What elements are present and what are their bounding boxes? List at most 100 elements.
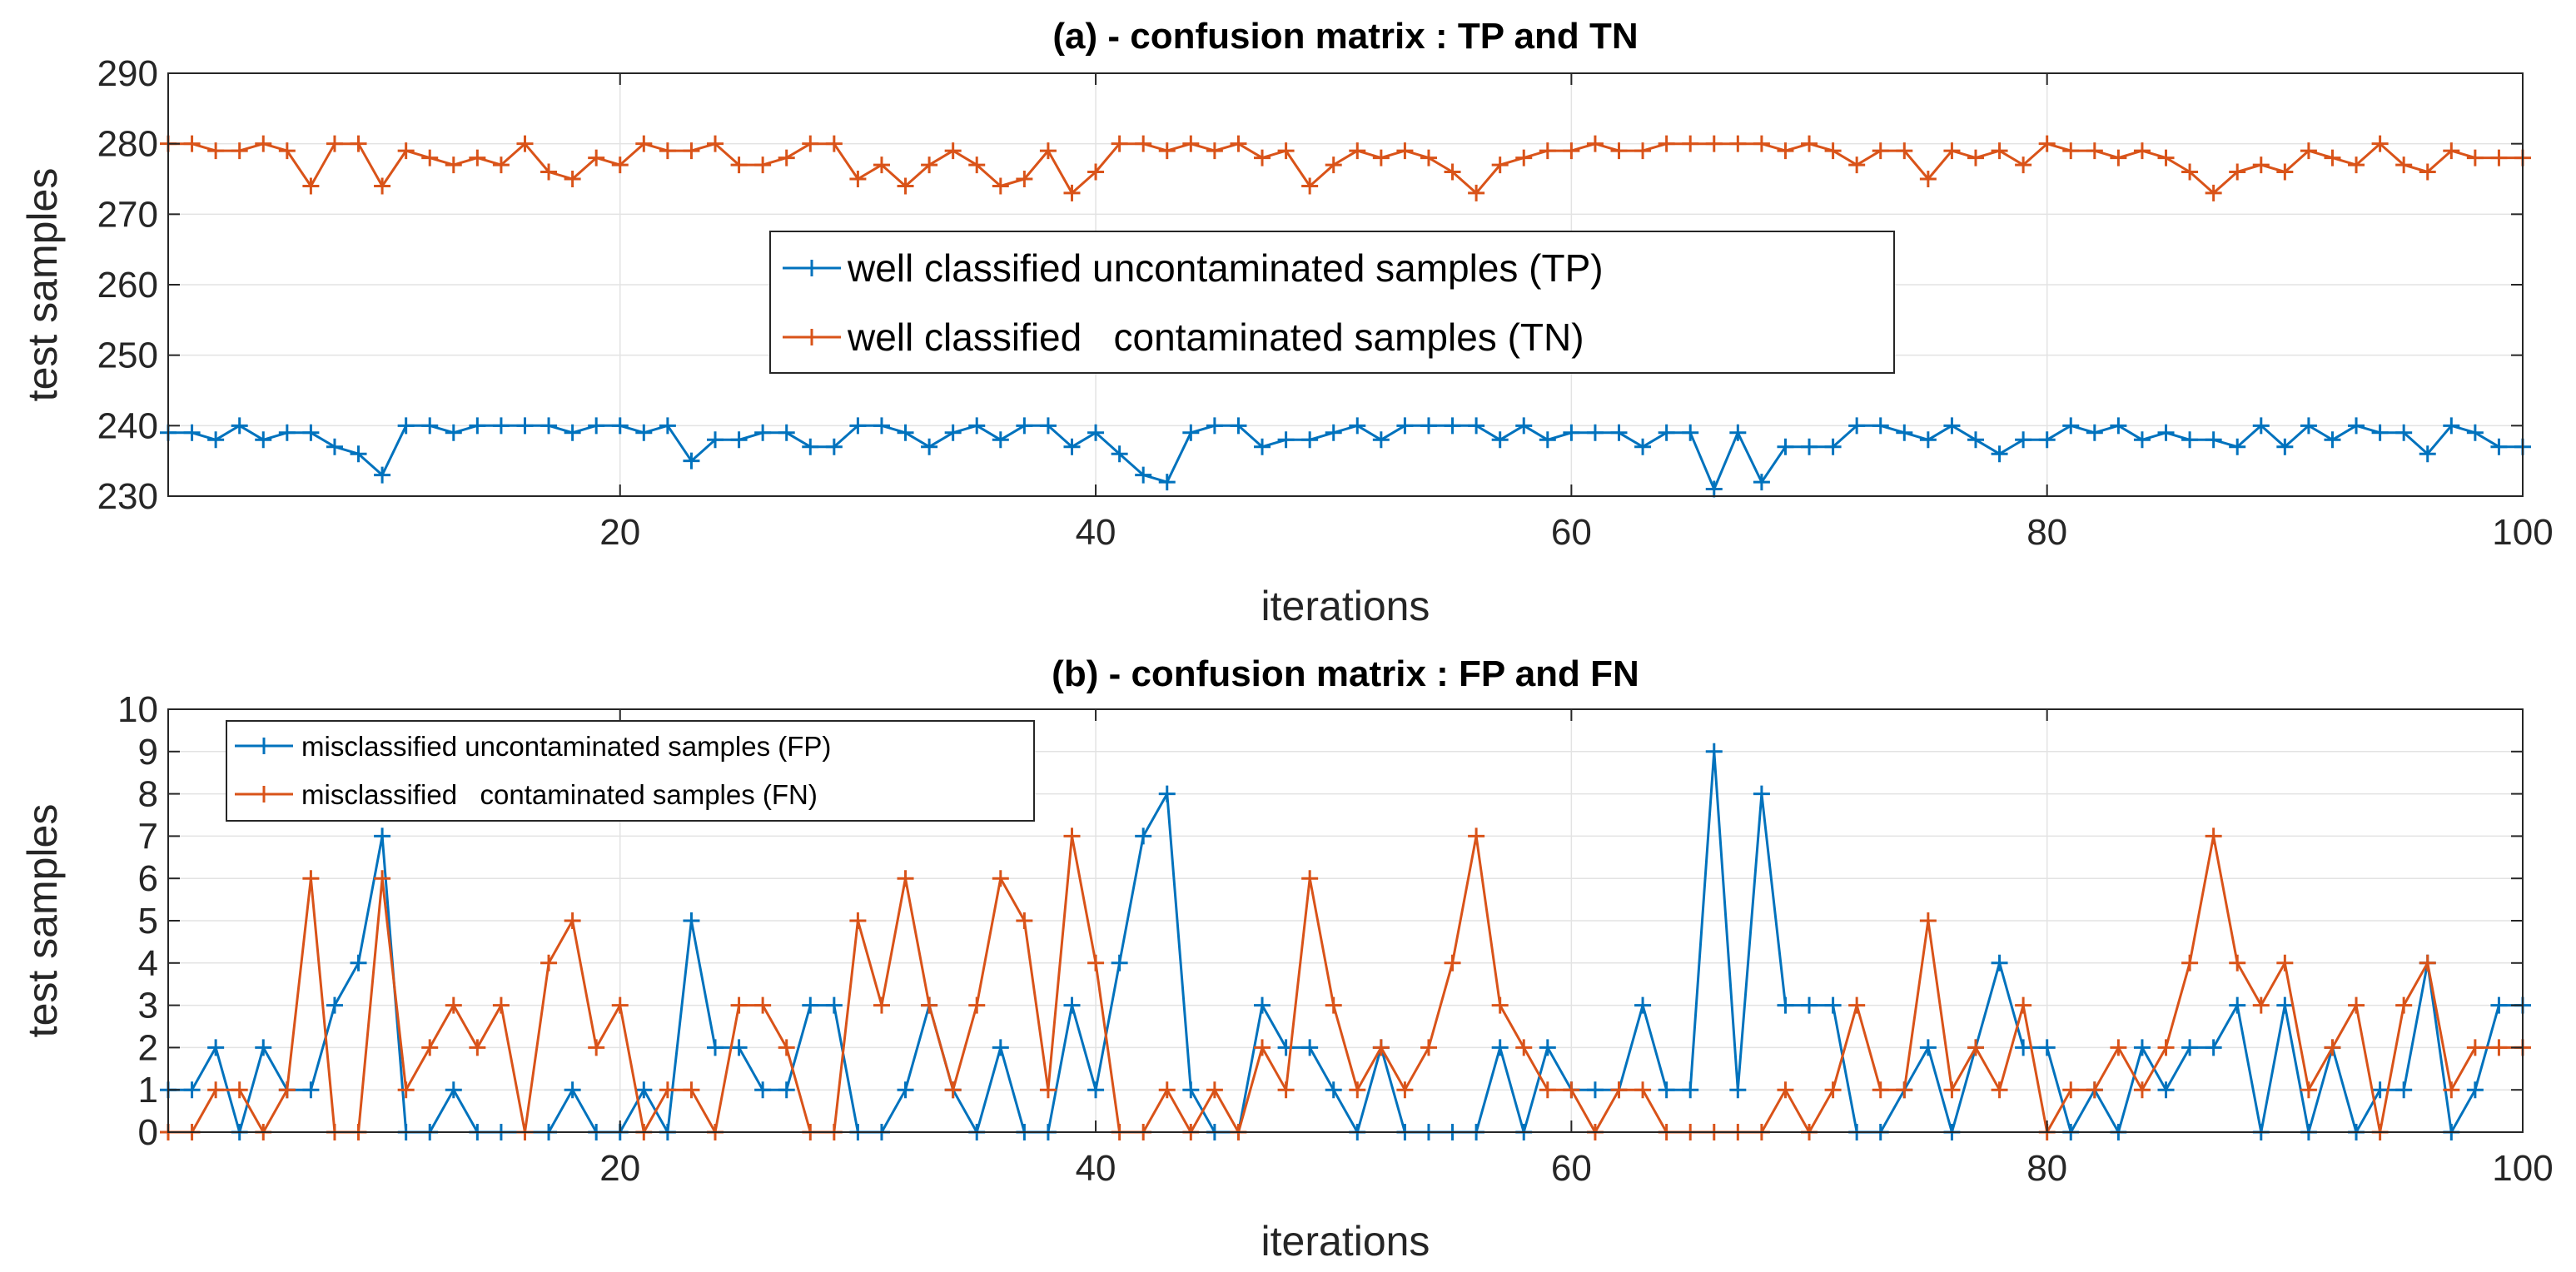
data-point-b-1-88 <box>2229 996 2246 1014</box>
data-point-a-1-38 <box>1039 417 1057 435</box>
data-point-a-1-68 <box>1753 474 1770 491</box>
data-point-a-2-69 <box>1777 142 1794 160</box>
data-point-b-2-47 <box>1254 1039 1271 1056</box>
data-point-a-2-88 <box>2229 163 2246 181</box>
data-point-b-2-53 <box>1396 1081 1414 1099</box>
data-point-b-1-26 <box>754 1081 772 1099</box>
legend-label-fp: misclassified uncontaminated samples (FP… <box>301 731 831 762</box>
data-point-a-1-75 <box>1919 431 1937 449</box>
data-point-b-1-64 <box>1658 1081 1675 1099</box>
x-tick-label: 100 <box>2492 1148 2553 1189</box>
data-point-b-2-15 <box>492 996 510 1014</box>
data-point-a-2-84 <box>2133 142 2151 160</box>
data-point-a-2-95 <box>2395 157 2413 174</box>
data-point-a-2-57 <box>1491 157 1509 174</box>
data-point-b-1-39 <box>1063 996 1081 1014</box>
data-point-a-2-17 <box>540 163 558 181</box>
data-point-a-2-30 <box>849 171 867 187</box>
data-point-b-1-66 <box>1705 743 1723 760</box>
data-point-b-2-34 <box>944 1081 962 1099</box>
data-point-b-1-21 <box>635 1081 653 1099</box>
data-point-a-2-10 <box>374 177 391 195</box>
data-point-a-1-64 <box>1658 424 1675 441</box>
panel-b-legend: misclassified uncontaminated samples (FP… <box>226 720 1035 822</box>
data-point-b-2-38 <box>1039 1081 1057 1099</box>
data-point-a-2-34 <box>944 142 962 160</box>
data-point-b-2-76 <box>1943 1081 1961 1099</box>
data-point-b-2-14 <box>469 1039 486 1056</box>
data-point-b-1-49 <box>1301 1039 1319 1056</box>
data-point-a-2-25 <box>730 157 748 174</box>
data-point-a-2-62 <box>1610 142 1628 160</box>
data-point-b-2-59 <box>1539 1081 1556 1099</box>
panel-a-title: (a) - confusion matrix : TP and TN <box>1052 16 1638 57</box>
x-tick-label: 100 <box>2492 512 2553 553</box>
legend-label-tn: well classified contaminated samples (TN… <box>847 316 1584 359</box>
y-tick-label: 270 <box>97 194 158 235</box>
data-point-a-1-36 <box>992 431 1009 449</box>
data-point-b-1-2 <box>183 1081 201 1099</box>
data-point-a-2-9 <box>350 135 367 152</box>
data-point-a-2-13 <box>445 157 462 174</box>
series-line-b-2 <box>168 834 2523 1134</box>
data-point-b-1-98 <box>2466 1081 2484 1099</box>
data-point-a-2-4 <box>231 142 248 160</box>
panel-a-series <box>160 135 2531 498</box>
data-point-a-1-18 <box>564 424 581 441</box>
data-point-b-2-78 <box>1991 1081 2008 1099</box>
data-point-b-2-99 <box>2490 1039 2508 1056</box>
series-line-a-2 <box>168 142 2523 195</box>
panel-b: (b) - confusion matrix : FP and FN 01234… <box>19 653 2554 1265</box>
series-line-b-1 <box>168 750 2523 1134</box>
data-point-b-2-95 <box>2395 996 2413 1014</box>
data-point-a-1-92 <box>2324 431 2341 449</box>
data-point-b-2-77 <box>1967 1039 1984 1056</box>
data-point-a-1-72 <box>1848 417 1866 435</box>
data-point-a-1-43 <box>1158 474 1176 491</box>
data-point-b-2-43 <box>1158 1081 1176 1099</box>
data-point-a-2-73 <box>1872 142 1889 160</box>
panel-a-ylabel: test samples <box>19 168 66 402</box>
data-point-b-2-10 <box>374 870 391 887</box>
data-point-b-1-84 <box>2133 1039 2151 1056</box>
data-point-a-1-80 <box>2038 431 2056 449</box>
data-point-a-2-19 <box>588 149 605 166</box>
data-point-a-1-51 <box>1349 417 1366 435</box>
data-point-a-1-78 <box>1991 445 2008 463</box>
legend-label-fn: misclassified contaminated samples (FN) <box>301 779 818 810</box>
data-point-b-1-44 <box>1182 1081 1200 1099</box>
data-point-a-2-64 <box>1658 135 1675 152</box>
data-point-a-1-31 <box>873 417 890 435</box>
data-point-b-2-55 <box>1444 954 1461 971</box>
data-point-b-2-52 <box>1372 1039 1390 1056</box>
data-point-a-2-39 <box>1063 184 1081 201</box>
data-point-a-1-89 <box>2252 417 2270 435</box>
x-tick-label: 60 <box>1551 1148 1592 1189</box>
data-point-a-1-70 <box>1801 438 1818 455</box>
data-point-a-1-99 <box>2490 438 2508 455</box>
data-point-b-1-25 <box>730 1039 748 1056</box>
data-point-a-2-46 <box>1230 135 1247 152</box>
panel-b-title: (b) - confusion matrix : FP and FN <box>1052 653 1639 694</box>
data-point-b-1-40 <box>1087 1081 1105 1099</box>
data-point-b-2-83 <box>2110 1039 2127 1056</box>
data-point-a-2-56 <box>1468 184 1485 201</box>
y-tick-label: 260 <box>97 265 158 306</box>
data-point-a-2-61 <box>1586 135 1604 152</box>
data-point-b-1-70 <box>1801 996 1818 1014</box>
data-point-b-2-30 <box>849 912 867 929</box>
data-point-a-1-22 <box>659 417 676 435</box>
data-point-a-2-3 <box>207 142 225 160</box>
data-point-a-2-65 <box>1682 135 1699 152</box>
data-point-a-1-82 <box>2086 424 2103 441</box>
data-point-a-2-6 <box>278 142 296 160</box>
y-tick-label: 1 <box>138 1070 158 1111</box>
data-point-a-2-68 <box>1753 135 1770 152</box>
data-point-a-1-86 <box>2181 431 2199 449</box>
y-tick-label: 7 <box>138 816 158 857</box>
data-point-a-1-17 <box>540 417 558 435</box>
data-point-b-1-7 <box>302 1081 320 1099</box>
data-point-a-2-2 <box>183 135 201 152</box>
data-point-b-1-85 <box>2157 1081 2175 1099</box>
data-point-a-2-35 <box>968 157 986 174</box>
